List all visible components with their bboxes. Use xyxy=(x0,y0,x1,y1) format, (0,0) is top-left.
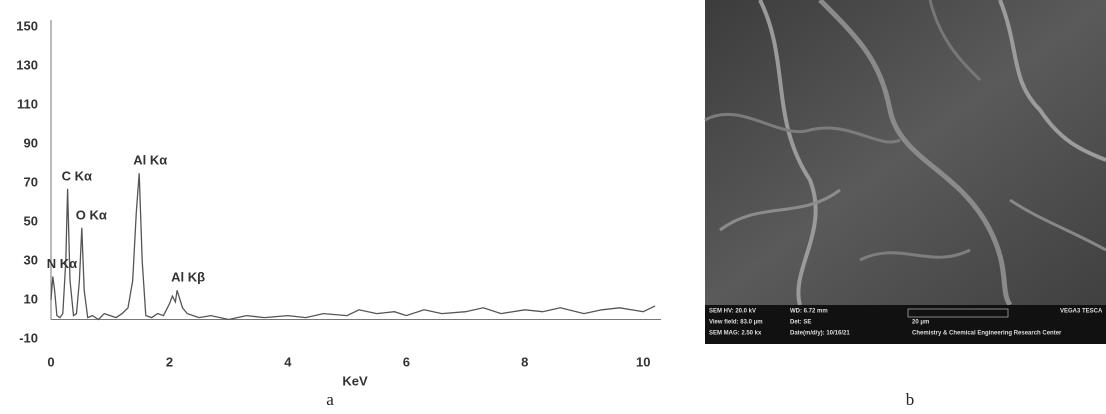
peak-label: Al Kα xyxy=(133,153,167,168)
sem-info: SEM MAG: 2.50 kx xyxy=(709,331,762,337)
x-tick-label: 0 xyxy=(47,354,54,369)
peak-label: O Kα xyxy=(76,207,107,222)
sem-info: Det: SE xyxy=(790,320,811,326)
y-tick-label: 90 xyxy=(24,135,38,150)
sem-info: SEM HV: 20.0 kV xyxy=(709,309,756,315)
y-tick-label: 30 xyxy=(24,252,38,267)
x-tick-label: 2 xyxy=(166,354,173,369)
y-tick-label: 50 xyxy=(24,213,38,228)
peak-label: N Kα xyxy=(47,256,77,271)
y-tick-label: 150 xyxy=(16,18,38,33)
y-tick-label: 10 xyxy=(24,291,38,306)
sem-info: Date(m/d/y): 10/16/21 xyxy=(790,331,850,337)
x-tick-label: 8 xyxy=(521,354,528,369)
caption: a xyxy=(326,390,334,409)
sem-info: WD: 6.72 mm xyxy=(790,309,828,315)
peak-label: C Kα xyxy=(62,168,92,183)
caption: b xyxy=(906,390,915,409)
x-axis-label: KeV xyxy=(342,373,368,388)
sem-info: Chemistry & Chemical Engineering Researc… xyxy=(912,331,1062,337)
y-tick-label: 110 xyxy=(17,96,38,111)
y-tick-label: 70 xyxy=(24,174,38,189)
x-tick-label: 4 xyxy=(284,354,292,369)
sem-info: VEGA3 TESCA xyxy=(1060,309,1103,315)
x-tick-label: 10 xyxy=(636,354,650,369)
y-tick-label: 130 xyxy=(16,57,38,72)
y-tick-label: -10 xyxy=(19,330,38,345)
x-tick-label: 6 xyxy=(403,354,410,369)
peak-label: Al Kβ xyxy=(171,270,205,285)
sem-image xyxy=(704,0,1106,344)
sem-info: View field: 83.0 μm xyxy=(709,320,763,326)
spectrum-line xyxy=(50,173,656,321)
sem-info: 20 μm xyxy=(912,320,929,326)
